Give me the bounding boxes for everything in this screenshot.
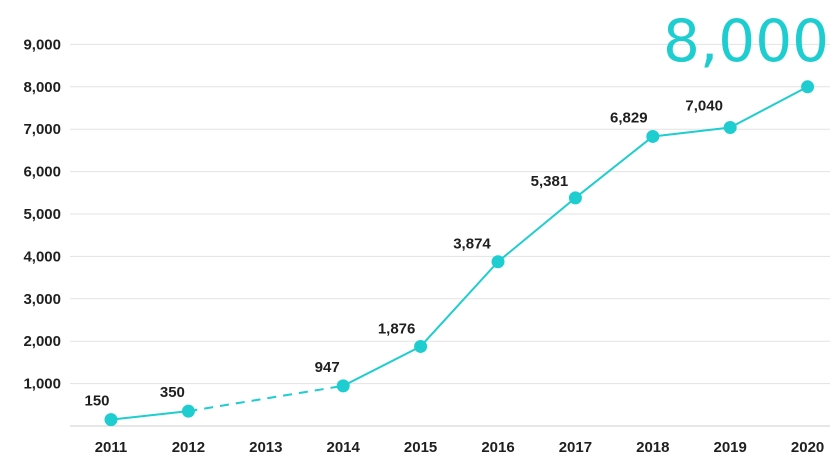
highlight-value-label: 8,000: [663, 7, 829, 75]
data-point-2014: [336, 379, 350, 393]
y-tick-label-2000: 2,000: [23, 333, 61, 350]
line-segment-2014-2015: [342, 345, 422, 387]
line-segment-2017-2018: [574, 135, 654, 199]
x-tick-label-2014: 2014: [327, 439, 361, 456]
x-tick-label-2012: 2012: [172, 439, 205, 456]
data-label-2018: 6,829: [610, 109, 648, 126]
x-tick-label-2013: 2013: [249, 439, 282, 456]
data-point-2015: [414, 339, 428, 353]
y-tick-label-1000: 1,000: [23, 376, 61, 393]
y-axis-tick-labels: 1,000 2,000 3,000 4,000 5,000 6,000 7,000 8,000…: [23, 36, 61, 392]
data-point-2016: [491, 255, 505, 269]
line-segment-2011-2012: [110, 410, 189, 421]
y-tick-label-7000: 7,000: [23, 121, 61, 138]
series-points: [104, 80, 815, 427]
data-labels: 150 350 947 1,876 3,874 5,381 6,829 7,040: [84, 98, 722, 410]
x-tick-label-2019: 2019: [714, 439, 747, 456]
data-point-2012: [181, 404, 195, 418]
x-axis-tick-labels: 2011 2012 2013 2014 2015 2016 2017 2018 2019 2020: [95, 439, 825, 456]
x-tick-label-2020: 2020: [791, 439, 824, 456]
grid-lines: [70, 43, 830, 385]
x-tick-label-2011: 2011: [95, 439, 128, 456]
line-segment-2016-2017: [497, 197, 577, 263]
x-tick-label-2018: 2018: [636, 439, 669, 456]
data-label-2016: 3,874: [453, 236, 491, 253]
series-line: [110, 85, 809, 421]
x-tick-label-2015: 2015: [404, 439, 437, 456]
y-tick-label-6000: 6,000: [23, 164, 61, 181]
data-label-2019: 7,040: [685, 98, 723, 115]
line-segment-2015-2016: [419, 261, 499, 348]
data-label-2017: 5,381: [531, 173, 569, 190]
y-tick-label-9000: 9,000: [23, 36, 61, 53]
data-point-2017: [568, 191, 582, 205]
y-tick-label-8000: 8,000: [23, 79, 61, 96]
data-label-2015: 1,876: [378, 320, 416, 337]
data-label-2011: 150: [84, 393, 109, 410]
data-point-2019: [723, 121, 737, 135]
data-label-2012: 350: [160, 384, 185, 401]
y-tick-label-5000: 5,000: [23, 206, 61, 223]
data-point-2018: [646, 129, 660, 143]
line-segment-2012-2014: [188, 384, 344, 413]
data-point-2011: [104, 413, 118, 427]
y-tick-label-4000: 4,000: [23, 248, 61, 265]
line-segment-2019-2020: [729, 85, 809, 129]
line-segment-2018-2019: [652, 126, 731, 138]
data-label-2014: 947: [315, 359, 340, 376]
y-tick-label-3000: 3,000: [23, 291, 61, 308]
data-point-2020: [801, 80, 815, 94]
x-tick-label-2016: 2016: [481, 439, 514, 456]
x-tick-label-2017: 2017: [559, 439, 592, 456]
